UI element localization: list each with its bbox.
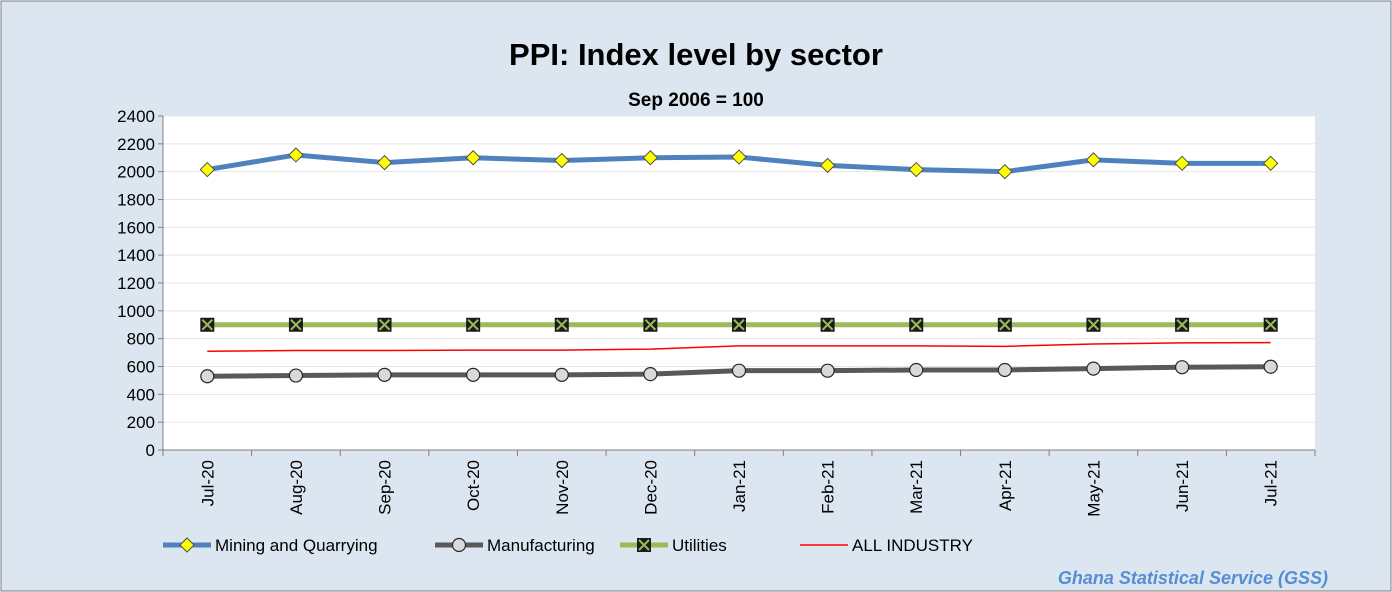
marker	[1263, 317, 1278, 332]
marker	[179, 537, 195, 553]
marker	[376, 154, 393, 171]
y-tick-label: 1800	[117, 191, 155, 210]
legend-label: ALL INDUSTRY	[852, 536, 973, 555]
marker-cross	[733, 319, 745, 331]
y-tick-label: 1000	[117, 302, 155, 321]
legend-label: Utilities	[672, 536, 727, 555]
marker	[200, 369, 215, 384]
marker	[451, 537, 467, 553]
marker	[997, 163, 1013, 180]
marker	[288, 368, 304, 383]
marker-cross	[644, 319, 657, 331]
marker	[820, 363, 835, 378]
marker-cross	[910, 319, 922, 331]
y-tick-label: 2000	[117, 163, 155, 182]
marker	[1086, 361, 1101, 376]
chart-subtitle: Sep 2006 = 100	[628, 90, 764, 111]
marker	[200, 317, 215, 332]
marker-cross	[999, 319, 1011, 331]
x-tick-label: Jul-21	[1262, 460, 1281, 506]
legend-label: Manufacturing	[487, 536, 595, 555]
marker-cross	[1264, 319, 1277, 331]
x-tick-label: Nov-20	[553, 460, 572, 515]
marker	[466, 317, 481, 332]
marker	[554, 152, 570, 169]
marker	[731, 149, 747, 165]
marker-cross	[378, 319, 391, 331]
y-tick-label: 1200	[117, 274, 155, 293]
y-tick-label: 800	[127, 330, 155, 349]
x-tick-label: Mar-21	[907, 460, 926, 514]
marker-cross	[556, 319, 568, 331]
marker-cross	[1176, 319, 1188, 331]
marker	[909, 317, 924, 332]
marker	[377, 317, 392, 332]
series-line	[207, 341, 1271, 352]
marker	[731, 363, 747, 378]
marker-cross	[467, 319, 479, 331]
y-tick-label: 2400	[117, 107, 155, 126]
x-tick-label: Apr-21	[996, 460, 1015, 511]
marker-cross	[201, 319, 214, 331]
marker	[554, 317, 569, 332]
marker	[1262, 155, 1279, 172]
y-tick-label: 1400	[117, 246, 155, 265]
source-note: Ghana Statistical Service (GSS)	[1058, 568, 1328, 588]
marker	[554, 367, 569, 382]
marker-cross	[1087, 319, 1100, 331]
x-tick-label: Oct-20	[464, 460, 483, 511]
marker-cross	[821, 319, 834, 331]
y-tick-label: 400	[127, 385, 155, 404]
x-tick-label: Sep-20	[376, 460, 395, 515]
marker	[997, 317, 1012, 332]
x-tick-label: Jan-21	[730, 460, 749, 512]
marker	[199, 161, 216, 178]
x-tick-label: Aug-20	[287, 460, 306, 515]
marker	[1263, 359, 1278, 374]
y-tick-label: 0	[146, 441, 155, 460]
marker	[820, 317, 835, 332]
marker	[643, 317, 658, 332]
marker	[732, 317, 746, 332]
chart-title: PPI: Index level by sector	[509, 37, 883, 72]
marker	[1086, 317, 1101, 332]
x-tick-label: Jun-21	[1173, 460, 1192, 512]
marker	[643, 367, 658, 382]
y-tick-label: 200	[127, 413, 155, 432]
x-tick-label: May-21	[1084, 460, 1103, 517]
marker-cross	[638, 539, 650, 551]
legend-label: Mining and Quarrying	[215, 536, 378, 555]
y-tick-label: 2200	[117, 135, 155, 154]
y-tick-label: 600	[127, 358, 155, 377]
marker	[637, 538, 651, 552]
marker-cross	[290, 319, 302, 331]
marker	[1085, 152, 1102, 168]
marker	[288, 317, 303, 332]
marker	[819, 157, 836, 174]
marker	[466, 367, 481, 382]
marker	[465, 150, 481, 166]
marker	[908, 161, 924, 178]
y-tick-label: 1600	[117, 218, 155, 237]
marker	[1174, 360, 1190, 375]
marker	[1175, 317, 1190, 332]
marker	[642, 150, 659, 166]
x-tick-label: Jul-20	[198, 460, 217, 506]
marker	[997, 362, 1012, 378]
marker	[377, 367, 392, 382]
marker	[288, 147, 304, 163]
x-tick-label: Dec-20	[641, 460, 660, 515]
x-tick-label: Feb-21	[819, 460, 838, 514]
marker	[1174, 155, 1190, 172]
marker	[909, 362, 924, 378]
